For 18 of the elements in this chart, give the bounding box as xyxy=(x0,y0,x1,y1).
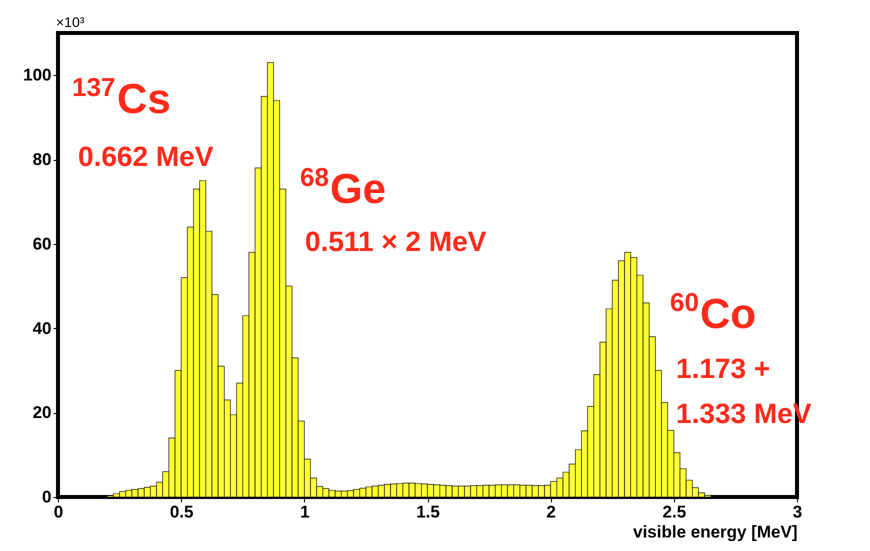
x-tick-label: 3 xyxy=(792,502,802,522)
y-tick-label: 40 xyxy=(32,318,52,338)
annotation: 0.511 × 2 MeV xyxy=(305,226,487,257)
y-tick-label: 60 xyxy=(32,234,52,254)
y-tick-label: 100 xyxy=(23,66,52,85)
x-tick-label: 0.5 xyxy=(170,502,194,522)
x-tick-label: 1.5 xyxy=(416,502,440,522)
x-axis-title: visible energy [MeV] xyxy=(633,522,798,542)
x-tick-label: 1 xyxy=(300,502,310,522)
y-tick-label: 20 xyxy=(32,403,52,422)
text: ×10³ xyxy=(56,14,85,30)
y-tick-label: 0 xyxy=(42,488,52,506)
x-tick-label: 0 xyxy=(54,502,64,522)
x-tick-label: 2 xyxy=(546,502,556,522)
y-tick-label: 80 xyxy=(32,150,52,170)
annotation: 0.662 MeV xyxy=(78,141,214,172)
x-tick-label: 2.5 xyxy=(662,502,686,522)
annotation: 1.173 + xyxy=(676,353,770,384)
